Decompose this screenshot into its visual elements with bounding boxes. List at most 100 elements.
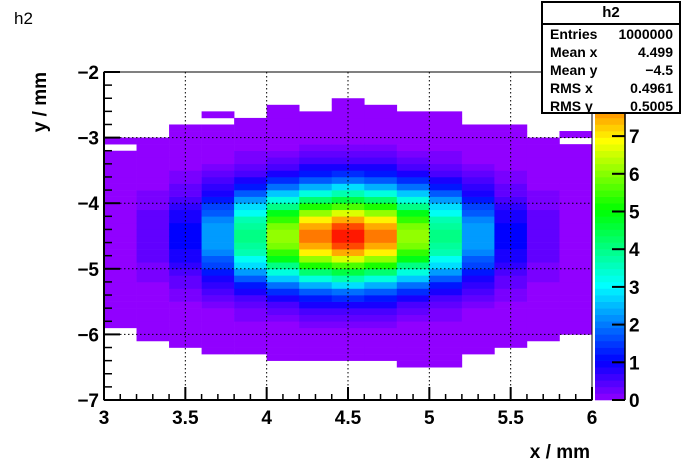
heatmap-cell xyxy=(299,321,333,329)
heatmap-cell xyxy=(169,183,202,191)
heatmap-cell xyxy=(559,321,593,329)
heatmap-cell xyxy=(104,157,137,165)
heatmap-cell xyxy=(396,203,430,211)
heatmap-cell xyxy=(234,222,267,230)
heatmap-cell xyxy=(169,255,202,263)
heatmap-cell xyxy=(461,288,495,296)
heatmap-cell xyxy=(526,163,560,171)
heatmap-cell xyxy=(559,209,593,217)
color-scale-swatch xyxy=(595,131,625,138)
heatmap-cell xyxy=(331,144,365,152)
heatmap-cell xyxy=(169,275,202,283)
heatmap-cell xyxy=(136,327,170,335)
heatmap-cell xyxy=(266,268,300,276)
heatmap-cell xyxy=(331,203,365,211)
heatmap-cell xyxy=(429,209,463,217)
color-scale-swatch xyxy=(595,242,625,250)
y-tick-label: −6 xyxy=(77,325,99,346)
heatmap-cell xyxy=(364,131,398,138)
heatmap-cell xyxy=(461,275,495,283)
heatmap-cell xyxy=(559,236,593,243)
heatmap-cell xyxy=(461,163,495,171)
heatmap-cell xyxy=(136,275,170,283)
y-tick-label: −2 xyxy=(77,63,99,84)
heatmap-cell xyxy=(494,144,528,152)
heatmap-cell xyxy=(331,262,365,270)
heatmap-cell xyxy=(494,236,528,243)
heatmap-cell xyxy=(104,150,137,158)
heatmap-cell xyxy=(494,124,528,132)
heatmap-cell xyxy=(429,176,463,184)
heatmap-cell xyxy=(104,163,137,171)
heatmap-cell xyxy=(136,236,170,243)
heatmap-cell xyxy=(136,209,170,217)
stats-row-rms-x: RMS x 0.4961 xyxy=(543,79,679,97)
heatmap-cell xyxy=(234,183,267,191)
heatmap-cell xyxy=(396,176,430,184)
heatmap-cell xyxy=(169,334,202,342)
stats-value: −4.5 xyxy=(645,62,673,78)
heatmap-cell xyxy=(461,236,495,243)
color-scale-swatch xyxy=(595,295,625,302)
heatmap-cell xyxy=(494,314,528,322)
heatmap-cell xyxy=(429,144,463,152)
y-axis-label: y / mm xyxy=(30,72,51,132)
color-scale-swatch xyxy=(595,124,625,132)
z-tick-label: 4 xyxy=(629,240,640,261)
heatmap-cell xyxy=(169,295,202,302)
heatmap-cell xyxy=(461,321,495,329)
heatmap-cell xyxy=(234,301,267,309)
heatmap-cell xyxy=(299,203,333,211)
heatmap-cell xyxy=(136,176,170,184)
heatmap-cell xyxy=(201,176,235,184)
y-tick-label: −3 xyxy=(77,129,99,150)
heatmap-cell xyxy=(559,163,593,171)
heatmap-cell xyxy=(201,229,235,237)
stats-value: 4.499 xyxy=(637,44,673,60)
color-scale-swatch xyxy=(595,176,625,184)
heatmap-cell xyxy=(331,242,365,250)
heatmap-cell xyxy=(136,229,170,237)
color-scale-swatch xyxy=(595,209,625,217)
heatmap-cell xyxy=(104,190,137,197)
heatmap-cell xyxy=(461,157,495,165)
color-scale-swatch xyxy=(595,275,625,283)
heatmap-cell xyxy=(526,308,560,316)
heatmap-cell xyxy=(169,170,202,178)
heatmap-cell xyxy=(331,347,365,355)
heatmap-cell xyxy=(396,321,430,329)
stats-value: 0.4961 xyxy=(630,80,673,96)
z-tick-label: 5 xyxy=(629,202,640,223)
heatmap-cell xyxy=(104,249,137,256)
heatmap-cell xyxy=(396,137,430,145)
heatmap-cell xyxy=(299,288,333,296)
heatmap-cell xyxy=(461,124,495,132)
stats-box: h2 Entries 1000000 Mean x 4.499 Mean y −4.5… xyxy=(541,1,681,114)
heatmap-cell xyxy=(429,203,463,211)
heatmap-cell xyxy=(461,150,495,158)
heatmap-cell xyxy=(169,308,202,316)
heatmap-cell xyxy=(136,216,170,224)
heatmap-cell xyxy=(396,314,430,322)
heatmap-cell xyxy=(429,340,463,348)
heatmap-cell xyxy=(429,236,463,243)
heatmap-cell xyxy=(299,255,333,263)
heatmap-cell xyxy=(299,131,333,138)
heatmap-cell xyxy=(234,327,267,335)
heatmap-cell xyxy=(494,255,528,263)
heatmap-cell xyxy=(201,157,235,165)
heatmap-cell xyxy=(169,262,202,270)
heatmap-cell xyxy=(234,308,267,316)
heatmap-cell xyxy=(331,131,365,138)
heatmap-cell xyxy=(299,124,333,132)
heatmap-cell xyxy=(136,144,170,152)
color-scale-swatch xyxy=(595,144,625,152)
heatmap-cell xyxy=(461,347,495,355)
heatmap-cell xyxy=(396,275,430,283)
heatmap-cell xyxy=(331,334,365,342)
heatmap-cell xyxy=(331,255,365,263)
heatmap-cell xyxy=(364,137,398,145)
heatmap-cell xyxy=(526,301,560,309)
heatmap-cell xyxy=(364,255,398,263)
heatmap-cell xyxy=(299,117,333,125)
